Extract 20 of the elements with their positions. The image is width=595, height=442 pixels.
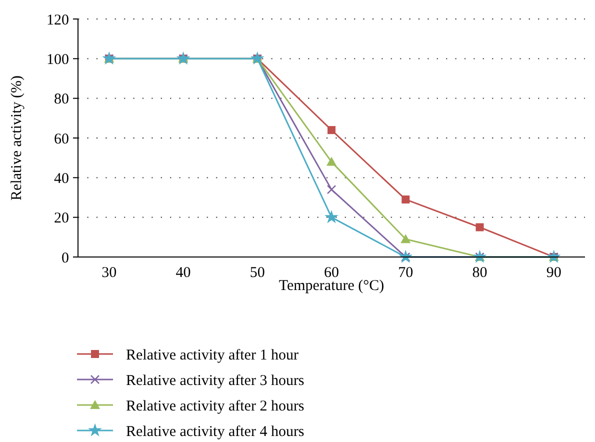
y-tick-label: 80 (54, 92, 69, 108)
legend-label: Relative activity after 1 hour (126, 347, 298, 364)
legend-label: Relative activity after 3 hours (126, 372, 304, 389)
x-axis-title: Temperature (°C) (278, 278, 384, 294)
x-tick-label: 30 (102, 265, 117, 281)
y-tick-label: 100 (46, 52, 69, 68)
y-tick-label: 20 (54, 210, 69, 227)
x-tick-label: 60 (324, 265, 339, 281)
y-tick-label: 0 (62, 250, 69, 266)
x-tick-label: 80 (472, 265, 488, 281)
x-tick-label: 50 (250, 265, 265, 281)
y-axis-title: Relative activity (%) (9, 76, 25, 200)
x-tick-label: 90 (546, 265, 562, 281)
y-tick-label: 60 (54, 131, 69, 148)
legend-label: Relative activity after 4 hours (126, 424, 304, 440)
y-tick-label: 40 (54, 170, 69, 187)
x-tick-label: 70 (398, 265, 414, 281)
x-tick-label: 40 (176, 265, 191, 281)
legend-label: Relative activity after 2 hours (126, 398, 304, 414)
y-tick-label: 120 (46, 12, 69, 28)
